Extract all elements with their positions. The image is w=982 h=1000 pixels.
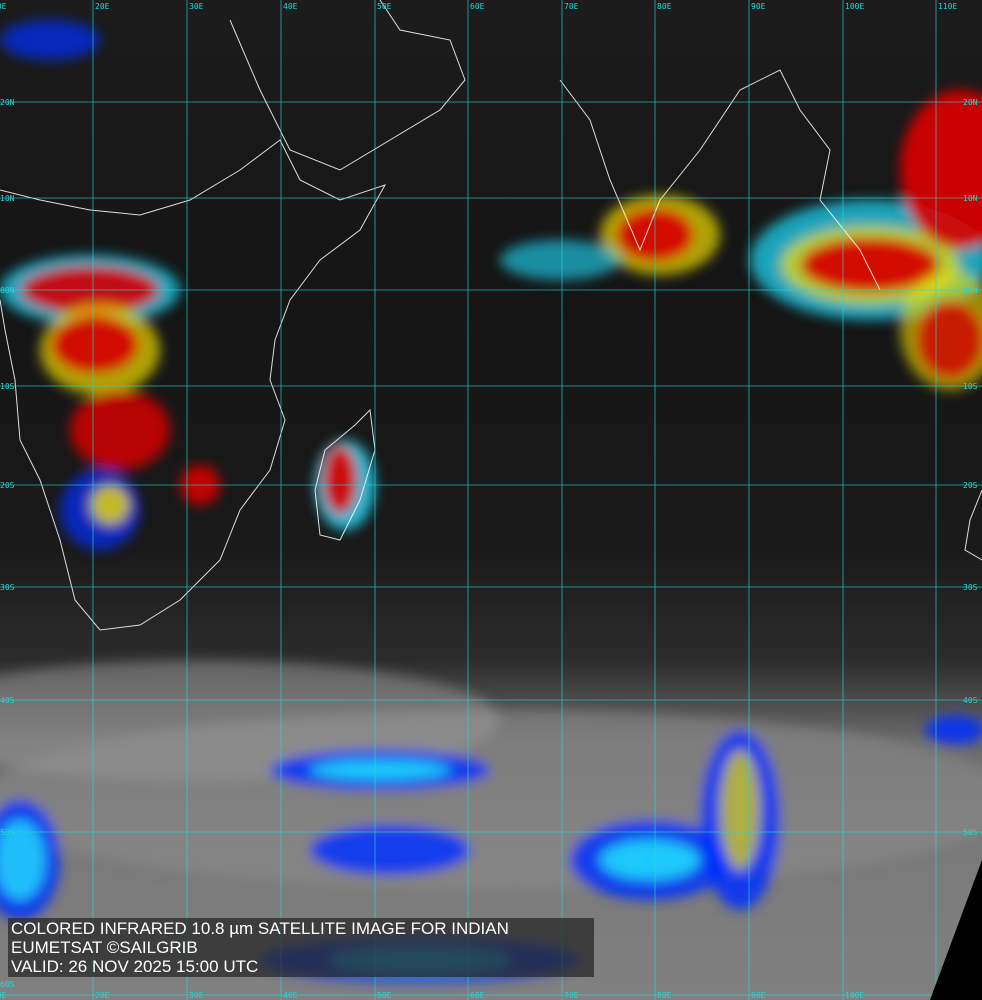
longitude-label: 50E	[377, 2, 392, 11]
latitude-label: 30S	[0, 583, 15, 592]
latitude-label: 20N	[0, 98, 15, 107]
latitude-label: 50S	[963, 828, 978, 837]
longitude-label: 80E	[657, 991, 672, 1000]
latitude-label: 60S	[0, 980, 15, 989]
latitude-label: 40S	[963, 696, 978, 705]
longitude-label: 100E	[845, 991, 864, 1000]
longitude-label: 10E	[0, 991, 7, 1000]
longitude-label: 90E	[751, 2, 766, 11]
longitude-label: 30E	[189, 991, 204, 1000]
cloud-region	[90, 485, 130, 525]
arabia-coastline	[229, 0, 466, 171]
latitude-label: 20N	[963, 98, 978, 107]
latitude-label: 50S	[0, 828, 15, 837]
longitude-label: 110E	[938, 2, 957, 11]
cloud-region	[310, 760, 450, 780]
image-caption: COLORED INFRARED 10.8 µm SATELLITE IMAGE…	[8, 918, 594, 977]
longitude-label: 70E	[564, 2, 579, 11]
longitude-label: 30E	[189, 2, 204, 11]
longitude-label: 60E	[470, 2, 485, 11]
latitude-label: 10N	[963, 194, 978, 203]
caption-valid-time: VALID: 26 NOV 2025 15:00 UTC	[11, 957, 259, 976]
latitude-label: 00N	[963, 286, 978, 295]
longitude-label: 50E	[377, 991, 392, 1000]
longitude-label: 10E	[0, 2, 7, 11]
australia-coastline	[964, 489, 982, 561]
cloud-region	[70, 390, 170, 470]
longitude-label: 20E	[95, 2, 110, 11]
cloud-region	[0, 820, 45, 900]
longitude-label: 80E	[657, 2, 672, 11]
cloud-region	[900, 90, 982, 250]
caption-credit: EUMETSAT ©SAILGRIB	[11, 938, 198, 957]
madagascar-coastline	[314, 408, 376, 541]
cloud-region	[0, 20, 100, 60]
latitude-label: 20S	[963, 481, 978, 490]
latitude-label: 00N	[0, 286, 15, 295]
india-coastline	[559, 69, 881, 291]
cloud-region	[600, 840, 700, 880]
cloud-region	[720, 750, 760, 870]
cloud-region	[50, 315, 140, 375]
cloud-region	[915, 300, 982, 380]
longitude-label: 20E	[95, 991, 110, 1000]
cloud-region	[310, 825, 470, 875]
no-data-area	[930, 860, 982, 1000]
longitude-label: 100E	[845, 2, 864, 11]
longitude-label: 40E	[283, 991, 298, 1000]
cloud-region	[925, 715, 982, 745]
longitude-label: 70E	[564, 991, 579, 1000]
latitude-label: 30S	[963, 583, 978, 592]
cloud-region	[322, 445, 358, 515]
latitude-label: 10S	[0, 382, 15, 391]
longitude-label: 90E	[751, 991, 766, 1000]
latitude-label: 10N	[0, 194, 15, 203]
cloud-region	[800, 237, 940, 293]
africa-coastline	[0, 139, 387, 631]
latitude-label: 20S	[0, 481, 15, 490]
cloud-region	[500, 240, 620, 280]
latitude-label: 10S	[963, 382, 978, 391]
caption-title: COLORED INFRARED 10.8 µm SATELLITE IMAGE…	[11, 919, 509, 938]
longitude-label: 40E	[283, 2, 298, 11]
longitude-label: 60E	[470, 991, 485, 1000]
latitude-label: 40S	[0, 696, 15, 705]
coastlines	[0, 0, 982, 631]
